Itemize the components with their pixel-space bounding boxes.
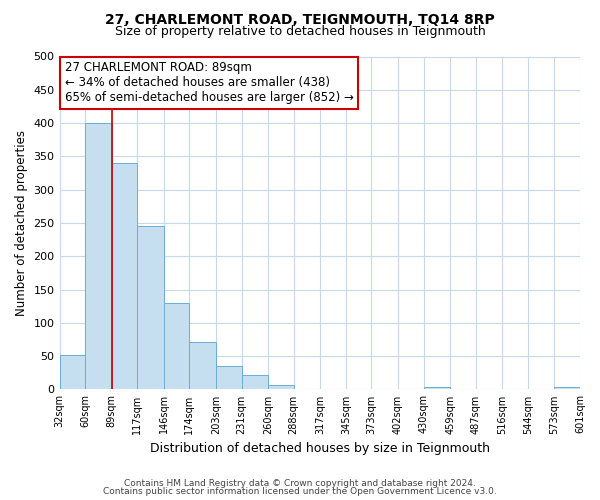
Bar	[112, 163, 137, 390]
Bar	[164, 303, 190, 390]
Bar	[85, 123, 112, 390]
Text: Contains public sector information licensed under the Open Government Licence v3: Contains public sector information licen…	[103, 487, 497, 496]
Bar	[242, 376, 268, 390]
Bar	[137, 226, 164, 390]
Bar	[190, 342, 216, 390]
Text: 27 CHARLEMONT ROAD: 89sqm
← 34% of detached houses are smaller (438)
65% of semi: 27 CHARLEMONT ROAD: 89sqm ← 34% of detac…	[65, 62, 353, 104]
Bar	[216, 366, 242, 390]
Y-axis label: Number of detached properties: Number of detached properties	[15, 130, 28, 316]
Bar	[268, 385, 294, 390]
Text: 27, CHARLEMONT ROAD, TEIGNMOUTH, TQ14 8RP: 27, CHARLEMONT ROAD, TEIGNMOUTH, TQ14 8R…	[105, 12, 495, 26]
Bar	[59, 355, 85, 390]
X-axis label: Distribution of detached houses by size in Teignmouth: Distribution of detached houses by size …	[150, 442, 490, 455]
Text: Size of property relative to detached houses in Teignmouth: Size of property relative to detached ho…	[115, 25, 485, 38]
Text: Contains HM Land Registry data © Crown copyright and database right 2024.: Contains HM Land Registry data © Crown c…	[124, 478, 476, 488]
Bar	[554, 388, 580, 390]
Bar	[424, 387, 450, 390]
